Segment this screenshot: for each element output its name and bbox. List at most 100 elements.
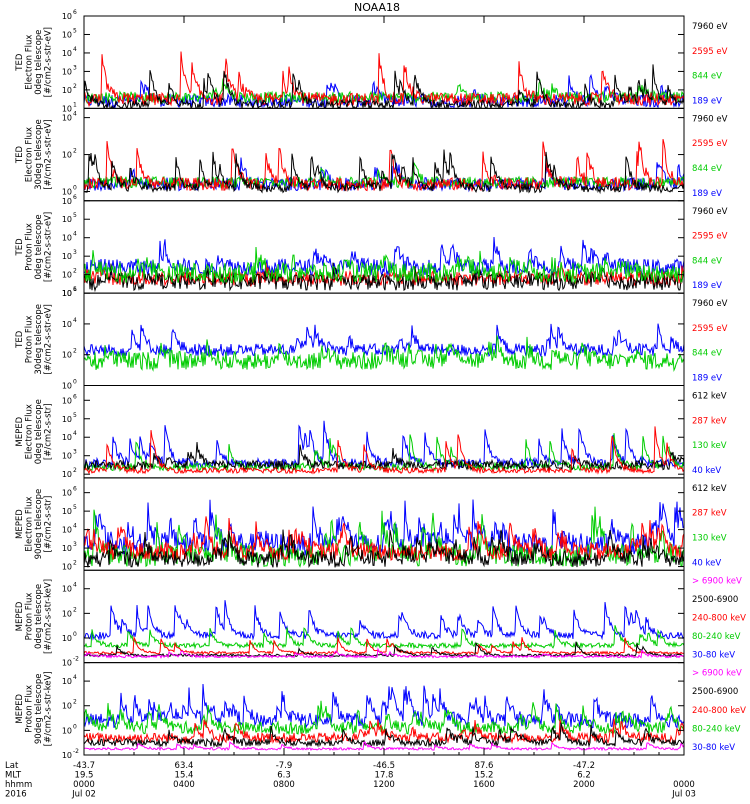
ylabel-line: 0deg telescope	[34, 399, 44, 464]
ylabel-line: [#/cm2-s-str]	[43, 403, 53, 460]
legend-label: 130 keV	[692, 533, 727, 543]
ytick-label-exponent: 1	[73, 101, 77, 108]
ylabel-line: Proton Flux	[24, 685, 34, 733]
ytick-label: 10	[62, 104, 72, 113]
legend-label: 844 eV	[692, 256, 722, 266]
series-line-p2-s1	[84, 157, 684, 193]
legend-label: 240-800 keV	[692, 613, 746, 623]
series-line-p8-s1	[84, 683, 684, 729]
ytick-label-exponent: 6	[73, 486, 77, 493]
ytick-label-exponent: 2	[73, 606, 77, 613]
ytick-label-exponent: 5	[73, 212, 77, 219]
ylabel-line: 0deg telescope	[34, 214, 44, 279]
ytick-label: 10	[62, 234, 72, 243]
ylabel-line: Electron Flux	[24, 496, 34, 551]
series-line-p5-s1	[84, 420, 684, 470]
ytick-label-exponent: 5	[73, 27, 77, 34]
legend-label: 2595 eV	[692, 324, 728, 334]
ytick-label-exponent: 3	[73, 64, 77, 71]
ytick-label-exponent: 4	[73, 430, 77, 437]
ytick-label-exponent: 2	[73, 348, 77, 355]
xtick-label: 63.4	[175, 761, 194, 771]
legend-label: 80-240 keV	[692, 632, 741, 642]
ytick-label: 10	[62, 659, 72, 668]
ylabel-line: 0deg telescope	[34, 584, 44, 649]
ylabel-line: 30deg telescope	[34, 119, 44, 190]
ytick-label-exponent: 4	[73, 231, 77, 238]
ytick-label-exponent: 5	[73, 412, 77, 419]
ytick-label: 10	[62, 751, 72, 760]
ylabel-line: 90deg telescope	[34, 489, 44, 560]
ylabel-line: Proton Flux	[24, 223, 34, 271]
xtick-label: 1200	[373, 780, 395, 790]
xtick-label: 0400	[173, 780, 195, 790]
ylabel-line: 0deg telescope	[34, 30, 44, 95]
xtick-label: 2000	[573, 780, 595, 790]
legend-label: 612 keV	[692, 392, 727, 402]
ytick-label: 10	[62, 702, 72, 711]
series-line-p6-s4	[84, 529, 684, 568]
ytick-label-exponent: 3	[73, 541, 77, 548]
legend-label: 2500-6900	[692, 687, 738, 697]
series-line-p2-s3	[84, 138, 684, 193]
ytick-label: 10	[62, 382, 72, 391]
ylabel-line: [#/cm2-s-str-eV]	[43, 304, 53, 374]
ytick-label: 10	[62, 634, 72, 643]
ylabel-line: TED	[15, 238, 25, 257]
legend-label: 40 keV	[692, 558, 721, 568]
xtick-label: 6.3	[277, 771, 291, 781]
legend-label: 189 eV	[692, 374, 722, 384]
ytick-label-exponent: -2	[73, 748, 79, 755]
ylabel-line: [#/cm2-s-str]	[43, 496, 53, 553]
series-line-p7-s1	[84, 600, 684, 641]
ytick-label: 10	[62, 563, 72, 572]
series-line-p3-s1	[84, 236, 684, 278]
legend-label: 7960 eV	[692, 299, 728, 309]
xtick-label: 0000	[73, 780, 95, 790]
legend-label: 7960 eV	[692, 207, 728, 217]
ytick-label-exponent: 2	[73, 560, 77, 567]
ytick-label-exponent: -2	[73, 656, 79, 663]
ytick-label-exponent: 4	[73, 582, 77, 589]
xtick-label: Jul 02	[71, 790, 96, 800]
ytick-label-exponent: 2	[73, 148, 77, 155]
ylabel-line: Electron Flux	[24, 404, 34, 459]
xtick-label: -43.7	[73, 761, 95, 771]
ylabel-line: [#/cm2-s-str-eV]	[43, 27, 53, 97]
ytick-label-exponent: 4	[73, 523, 77, 530]
series-line-p7-s5	[84, 647, 684, 659]
ytick-label-exponent: 2	[73, 83, 77, 90]
series-line-p7-s2	[84, 625, 684, 650]
ytick-label-exponent: 6	[73, 286, 77, 293]
legend-label: 189 eV	[692, 96, 722, 106]
ytick-label: 10	[62, 12, 72, 21]
xtick-label: 6.2	[577, 771, 591, 781]
xtick-label: -47.2	[573, 761, 595, 771]
xtick-label: 17.8	[375, 771, 394, 781]
series-line-p2-s4	[84, 149, 684, 195]
ylabel-line: MEPED	[15, 601, 25, 631]
legend-label: 844 eV	[692, 164, 722, 174]
ytick-label-exponent: 3	[73, 449, 77, 456]
legend-label: 40 keV	[692, 466, 721, 476]
legend-label: 189 eV	[692, 189, 722, 199]
series-line-p8-s4	[84, 722, 684, 748]
ylabel-line: TED	[15, 330, 25, 349]
series-line-p8-s3	[84, 718, 684, 745]
ytick-label: 10	[62, 544, 72, 553]
panel-frame-4	[83, 292, 685, 386]
ytick-label-exponent: 3	[73, 249, 77, 256]
series-line-p1-s4	[84, 64, 684, 109]
ytick-label: 10	[62, 452, 72, 461]
ylabel-line: MEPED	[15, 693, 25, 723]
ytick-label-exponent: 4	[73, 111, 77, 118]
ytick-label: 10	[62, 585, 72, 594]
ytick-label: 10	[62, 415, 72, 424]
ylabel-line: [#/cm2-s-str-eV]	[43, 212, 53, 282]
legend-label: 7960 eV	[692, 114, 728, 124]
ylabel-line: TED	[15, 53, 25, 72]
ylabel-line: [#/cm2-s-str-keV]	[43, 671, 53, 746]
ytick-label: 10	[62, 320, 72, 329]
ylabel-line: TED	[15, 146, 25, 165]
